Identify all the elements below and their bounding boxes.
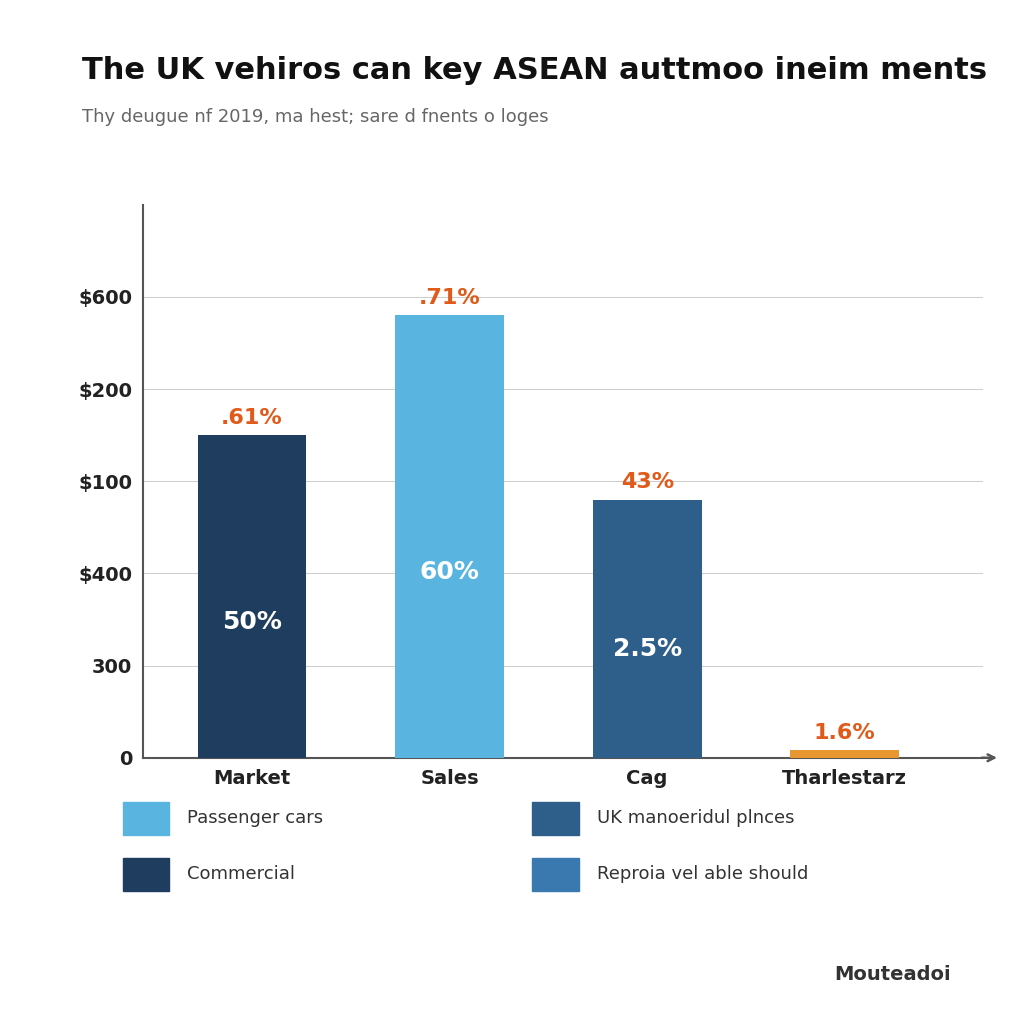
Text: The UK vehiros can key ASEAN auttmoo ineim ments: The UK vehiros can key ASEAN auttmoo ine… bbox=[82, 56, 987, 85]
Text: 1.6%: 1.6% bbox=[814, 723, 876, 743]
Text: 50%: 50% bbox=[222, 610, 282, 634]
Text: Reproia vel able should: Reproia vel able should bbox=[597, 865, 808, 884]
Bar bbox=[791, 751, 899, 758]
Text: Commercial: Commercial bbox=[187, 865, 295, 884]
Bar bbox=[395, 315, 504, 758]
Text: Mouteadoi: Mouteadoi bbox=[835, 966, 951, 984]
Bar bbox=[198, 435, 306, 758]
Text: 60%: 60% bbox=[420, 560, 479, 584]
Text: 2.5%: 2.5% bbox=[612, 637, 682, 662]
Text: Passenger cars: Passenger cars bbox=[187, 809, 324, 827]
Bar bbox=[593, 500, 701, 758]
Text: M: M bbox=[791, 966, 812, 985]
Text: UK manoeridul plnces: UK manoeridul plnces bbox=[597, 809, 795, 827]
Text: .71%: .71% bbox=[419, 288, 480, 308]
Text: .61%: .61% bbox=[221, 408, 283, 428]
Text: Thy deugue nf 2019, ma hest; sare d fnents o loges: Thy deugue nf 2019, ma hest; sare d fnen… bbox=[82, 108, 549, 126]
Text: 43%: 43% bbox=[621, 472, 674, 493]
